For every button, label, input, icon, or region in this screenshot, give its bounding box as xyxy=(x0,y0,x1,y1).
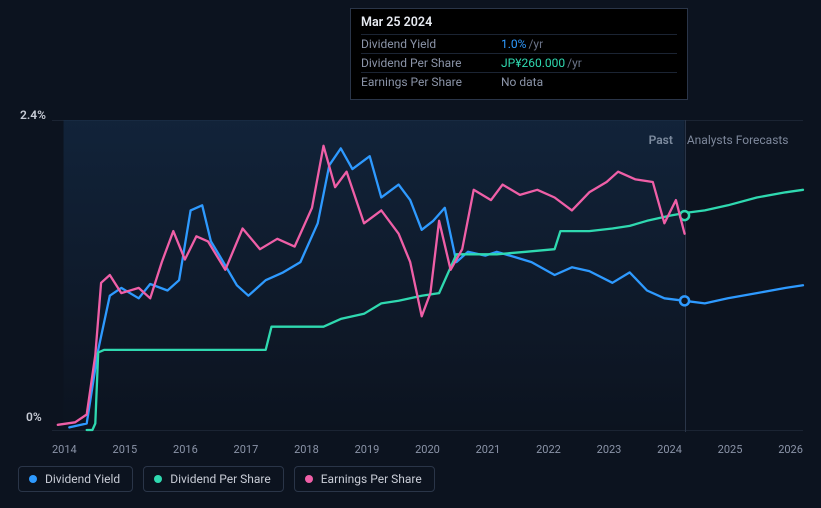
legend-dot xyxy=(305,475,313,483)
x-axis-year: 2015 xyxy=(113,443,138,456)
x-axis-year: 2014 xyxy=(52,443,77,456)
tooltip-row: Earnings Per ShareNo data xyxy=(361,72,677,91)
legend-item[interactable]: Dividend Per Share xyxy=(143,466,284,492)
x-axis-year: 2026 xyxy=(778,443,803,456)
x-axis-year: 2021 xyxy=(476,443,501,456)
x-axis-labels: 2014 2015 2016 2017 2018 2019 2020 2021 2022 2023… xyxy=(52,443,803,456)
legend-dot xyxy=(29,475,37,483)
tooltip-key: Dividend Per Share xyxy=(361,56,501,70)
legend-label: Earnings Per Share xyxy=(321,472,422,486)
x-axis-year: 2025 xyxy=(718,443,743,456)
legend-label: Dividend Yield xyxy=(45,472,120,486)
series-marker-dividend_yield xyxy=(680,296,689,305)
chart-legend: Dividend Yield Dividend Per Share Earnings… xyxy=(18,466,435,492)
legend-dot xyxy=(154,475,162,483)
dividend-chart: 2.4% 0% Past Analysts Forecasts 20142015… xyxy=(0,0,821,508)
tooltip-value: 1.0% xyxy=(501,37,526,51)
x-axis-year: 2020 xyxy=(415,443,440,456)
tooltip-row: Dividend Yield1.0% /yr xyxy=(361,34,677,53)
x-axis-year: 2023 xyxy=(597,443,622,456)
tooltip-date: Mar 25 2024 xyxy=(361,15,677,30)
tooltip-key: Earnings Per Share xyxy=(361,75,501,89)
chart-tooltip: Mar 25 2024 Dividend Yield1.0% /yrDivide… xyxy=(350,8,688,100)
tooltip-unit: /yr xyxy=(528,37,543,51)
tooltip-key: Dividend Yield xyxy=(361,37,501,51)
x-axis-year: 2019 xyxy=(355,443,380,456)
x-axis-year: 2017 xyxy=(234,443,259,456)
x-axis-year: 2018 xyxy=(294,443,319,456)
x-axis-year: 2016 xyxy=(173,443,198,456)
legend-item[interactable]: Earnings Per Share xyxy=(294,466,435,492)
x-axis-year: 2022 xyxy=(536,443,561,456)
legend-label: Dividend Per Share xyxy=(170,472,271,486)
tooltip-row: Dividend Per ShareJP¥260.000 /yr xyxy=(361,53,677,72)
x-axis-year: 2024 xyxy=(657,443,682,456)
tooltip-value: JP¥260.000 xyxy=(501,56,565,70)
legend-item[interactable]: Dividend Yield xyxy=(18,466,133,492)
tooltip-unit: /yr xyxy=(567,56,582,70)
tooltip-value: No data xyxy=(501,75,543,89)
